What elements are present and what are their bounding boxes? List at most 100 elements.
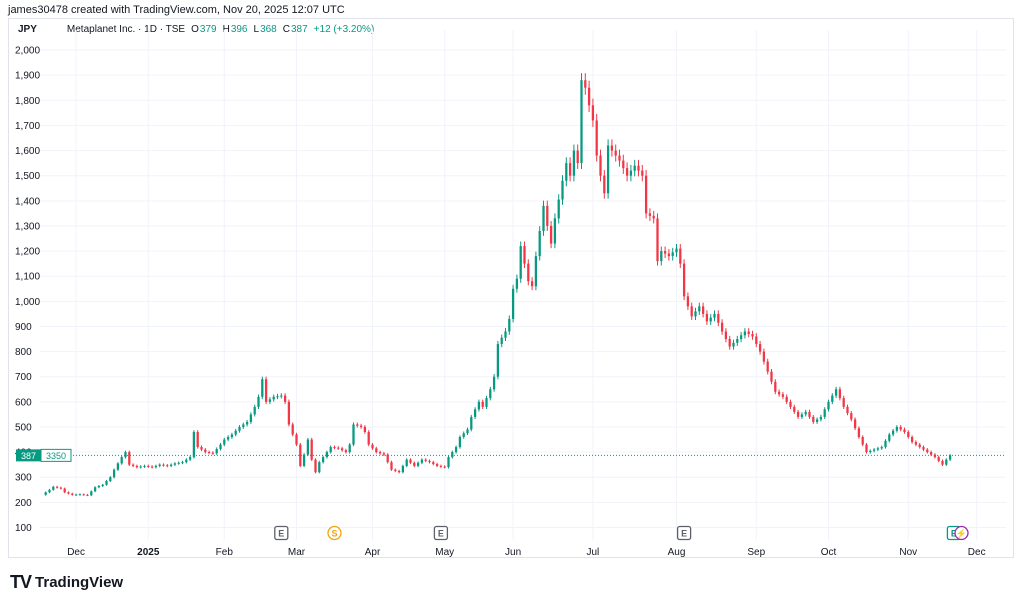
candle-body — [717, 313, 720, 323]
candle-body — [910, 437, 914, 443]
y-tick-label: 1,500 — [15, 171, 40, 182]
candle-body — [177, 462, 180, 464]
candle-body — [815, 419, 819, 422]
candle-body — [739, 335, 743, 340]
candle-body — [230, 434, 234, 438]
candle-body — [234, 430, 237, 435]
x-tick-label: Mar — [288, 547, 306, 558]
candle-body — [124, 452, 127, 458]
candle-body — [945, 459, 948, 465]
x-tick-label: Dec — [67, 547, 85, 558]
event-markers: E S E E E⚡ — [274, 525, 969, 541]
event-label: ⚡ — [956, 528, 967, 540]
candle-body — [306, 439, 310, 455]
candle-body — [907, 432, 910, 438]
candle-body — [211, 452, 215, 454]
candle-body — [283, 395, 287, 402]
candle-body — [857, 428, 861, 438]
candle-body — [766, 361, 769, 372]
x-tick-label: Nov — [899, 547, 917, 558]
candle-body — [690, 306, 693, 317]
candle-body — [219, 444, 222, 449]
candle-body — [367, 432, 370, 445]
candle-body — [523, 246, 526, 264]
candle-body — [166, 465, 169, 467]
candle-body — [295, 434, 298, 445]
high-value-group: H 396 — [223, 24, 248, 35]
candle-body — [781, 394, 785, 397]
y-tick-label: 1,900 — [15, 71, 40, 82]
candle-body — [78, 494, 82, 496]
candle-body — [861, 437, 864, 445]
y-tick-label: 900 — [15, 322, 32, 333]
candle-body — [378, 452, 382, 454]
candle-body — [534, 256, 538, 287]
y-tick-label: 1,200 — [15, 247, 40, 258]
candle-body — [325, 452, 329, 458]
candle-body — [451, 452, 454, 458]
low-value-group: L 368 — [254, 24, 277, 35]
candle-body — [758, 344, 762, 352]
currency-label: JPY — [18, 24, 37, 35]
candle-body — [827, 401, 830, 410]
candle-body — [831, 395, 834, 402]
candle-body — [173, 463, 177, 465]
event-label: S — [331, 529, 337, 539]
y-tick-label: 1,700 — [15, 121, 40, 132]
candle-body — [922, 447, 925, 450]
candle-body — [74, 494, 78, 496]
candle-body — [238, 426, 241, 431]
symbol-label[interactable]: Metaplanet Inc. · 1D · TSE — [66, 24, 186, 35]
x-axis: Dec 2025 Feb Mar Apr May Jun Jul Aug Sep Oct Nov Dec — [67, 547, 985, 558]
candle-body — [135, 465, 139, 468]
candle-body — [112, 469, 116, 478]
candle-body — [633, 165, 636, 171]
chart-caption: james30478 created with TradingView.com,… — [8, 4, 345, 16]
candle-body — [139, 466, 142, 468]
candle-body — [44, 492, 47, 495]
x-tick-label: Dec — [968, 547, 986, 558]
candle-body — [52, 486, 55, 490]
candle-body — [530, 281, 534, 287]
candle-body — [606, 145, 610, 194]
x-tick-label: May — [435, 547, 454, 558]
candle-body — [405, 459, 408, 466]
event-label: E — [681, 529, 687, 539]
candle-body — [63, 488, 66, 493]
candle-body — [865, 444, 868, 453]
candle-body — [489, 389, 492, 399]
y-tick-label: 1,100 — [15, 272, 40, 283]
candle-body — [694, 311, 697, 317]
candle-body — [899, 426, 902, 430]
candle-body — [751, 334, 754, 337]
candle-body — [181, 462, 184, 464]
candle-body — [500, 337, 503, 345]
candle-body — [853, 419, 857, 429]
candle-body — [618, 155, 621, 161]
candle-body — [226, 437, 230, 440]
candle-body — [120, 457, 123, 464]
candle-body — [321, 457, 325, 463]
candle-body — [340, 448, 344, 451]
candle-body — [876, 448, 880, 450]
candle-body — [728, 339, 731, 347]
candle-body — [302, 454, 306, 466]
candle-body — [777, 391, 781, 395]
candle-body — [439, 465, 443, 467]
y-tick-label: 700 — [15, 372, 32, 383]
event-label: E — [278, 529, 284, 539]
tradingview-brand[interactable]: TV TradingView — [10, 572, 123, 593]
candle-body — [458, 437, 462, 448]
candle-body — [215, 448, 218, 454]
candle-body — [397, 470, 401, 473]
open-value: 379 — [199, 24, 217, 35]
candle-body — [337, 447, 340, 449]
candle-body — [686, 296, 690, 307]
candle-body — [485, 398, 488, 407]
candle-body — [679, 248, 682, 264]
x-tick-label: Oct — [821, 547, 837, 558]
chart-legend: JPY Metaplanet Inc. · 1D · TSE O 379 H 396… — [18, 24, 374, 35]
candle-body — [454, 447, 458, 453]
candle-body — [116, 463, 120, 470]
